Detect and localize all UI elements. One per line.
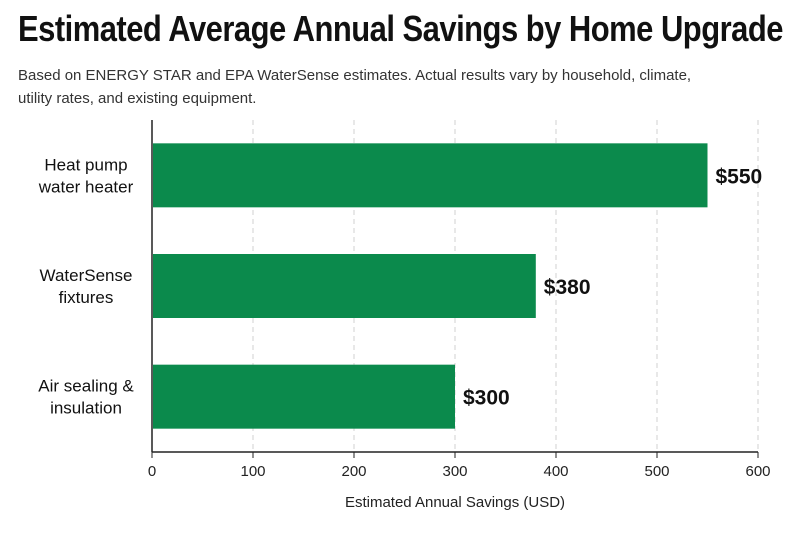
x-tick-label: 600 bbox=[745, 463, 770, 480]
data-label: $300 bbox=[463, 387, 510, 410]
bars bbox=[153, 143, 708, 429]
x-tick-label: 100 bbox=[240, 463, 265, 480]
axes bbox=[151, 120, 759, 458]
bar bbox=[153, 143, 708, 208]
labels: 0 100 200 300 400 500 600 $550 Heat pump water he… bbox=[38, 155, 771, 511]
category-label: Air sealing & insulation bbox=[38, 377, 134, 418]
x-axis-title: Estimated Annual Savings (USD) bbox=[345, 494, 565, 511]
bar bbox=[153, 364, 455, 429]
data-label: $380 bbox=[544, 276, 591, 299]
category-label: Heat pump water heater bbox=[38, 155, 134, 196]
x-tick-label: 0 bbox=[148, 463, 156, 480]
bar bbox=[153, 254, 536, 318]
x-tick-label: 200 bbox=[341, 463, 366, 480]
chart-subtitle: Based on ENERGY STAR and EPA WaterSense … bbox=[18, 67, 692, 107]
x-tick-label: 400 bbox=[543, 463, 568, 480]
x-tick-label: 500 bbox=[644, 463, 669, 480]
chart-title: Estimated Average Annual Savings by Home… bbox=[18, 8, 783, 49]
category-label: WaterSense fixtures bbox=[40, 266, 133, 307]
x-tick-label: 300 bbox=[442, 463, 467, 480]
data-label: $550 bbox=[716, 165, 763, 188]
